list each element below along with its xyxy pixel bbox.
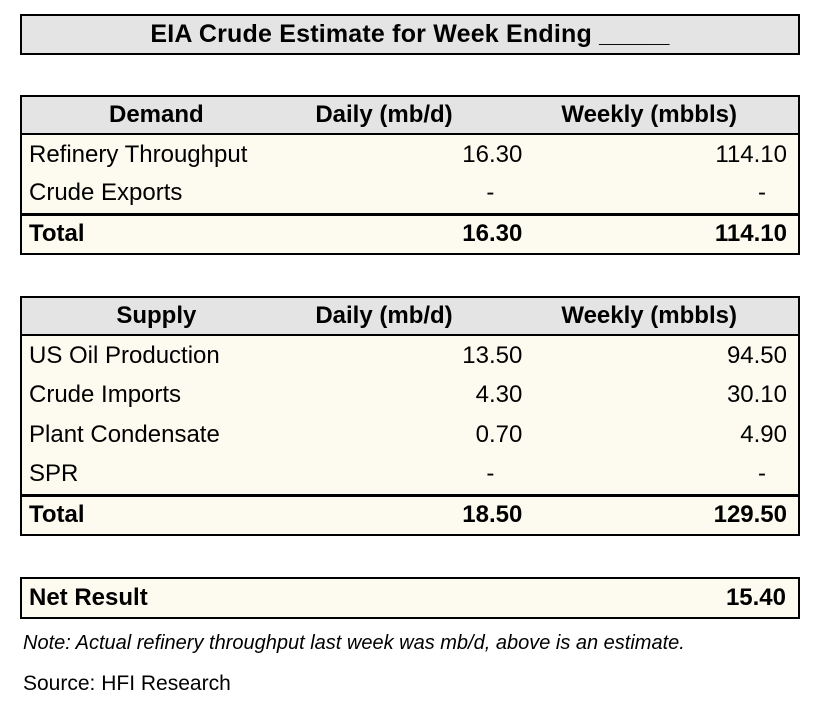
row-label: Refinery Throughput xyxy=(21,134,284,174)
table-row: Crude Exports - - xyxy=(21,174,799,214)
row-label: Crude Exports xyxy=(21,174,284,214)
source-text: Source: HFI Research xyxy=(23,672,231,695)
col-header-supply: Supply xyxy=(21,297,284,336)
total-label: Total xyxy=(21,493,284,535)
daily-value: 0.70 xyxy=(283,415,541,455)
net-result-label: Net Result xyxy=(29,584,148,611)
row-label: SPR xyxy=(21,455,284,495)
daily-value: 13.50 xyxy=(283,335,541,375)
note-text: Note: Actual refinery throughput last we… xyxy=(23,632,685,654)
demand-table: Demand Daily (mb/d) Weekly (mbbls) Refin… xyxy=(20,95,800,255)
weekly-value: 4.90 xyxy=(540,415,799,455)
table-row: Crude Imports 4.30 30.10 xyxy=(21,375,799,415)
net-result-value: 15.40 xyxy=(725,584,786,611)
table-row: Refinery Throughput 16.30 114.10 xyxy=(21,134,799,174)
col-header-demand: Demand xyxy=(21,96,284,135)
daily-value: 16.30 xyxy=(283,134,541,174)
col-header-daily: Daily (mb/d) xyxy=(283,96,541,135)
daily-value: - xyxy=(283,174,541,214)
demand-header-row: Demand Daily (mb/d) Weekly (mbbls) xyxy=(21,96,799,135)
total-weekly-value: 129.50 xyxy=(540,493,799,535)
weekly-value: 114.10 xyxy=(540,134,799,174)
title-banner: EIA Crude Estimate for Week Ending _____ xyxy=(20,14,800,55)
table-row: SPR - - xyxy=(21,455,799,495)
daily-value: - xyxy=(283,455,541,495)
table-row: Plant Condensate 0.70 4.90 xyxy=(21,415,799,455)
total-weekly-value: 114.10 xyxy=(540,212,799,254)
net-result-box: Net Result 15.40 xyxy=(20,577,800,619)
supply-total-row: Total 18.50 129.50 xyxy=(21,493,799,535)
total-daily-value: 16.30 xyxy=(283,212,541,254)
weekly-value: - xyxy=(540,174,799,214)
total-label: Total xyxy=(21,212,284,254)
supply-header-row: Supply Daily (mb/d) Weekly (mbbls) xyxy=(21,297,799,336)
col-header-weekly: Weekly (mbbls) xyxy=(540,297,799,336)
total-daily-value: 18.50 xyxy=(283,493,541,535)
col-header-weekly: Weekly (mbbls) xyxy=(540,96,799,135)
col-header-daily: Daily (mb/d) xyxy=(283,297,541,336)
row-label: Plant Condensate xyxy=(21,415,284,455)
demand-total-row: Total 16.30 114.10 xyxy=(21,212,799,254)
row-label: Crude Imports xyxy=(21,375,284,415)
row-label: US Oil Production xyxy=(21,335,284,375)
supply-table: Supply Daily (mb/d) Weekly (mbbls) US Oi… xyxy=(20,296,800,536)
daily-value: 4.30 xyxy=(283,375,541,415)
weekly-value: - xyxy=(540,455,799,495)
page-title: EIA Crude Estimate for Week Ending _____ xyxy=(150,20,670,48)
weekly-value: 94.50 xyxy=(540,335,799,375)
table-row: US Oil Production 13.50 94.50 xyxy=(21,335,799,375)
weekly-value: 30.10 xyxy=(540,375,799,415)
